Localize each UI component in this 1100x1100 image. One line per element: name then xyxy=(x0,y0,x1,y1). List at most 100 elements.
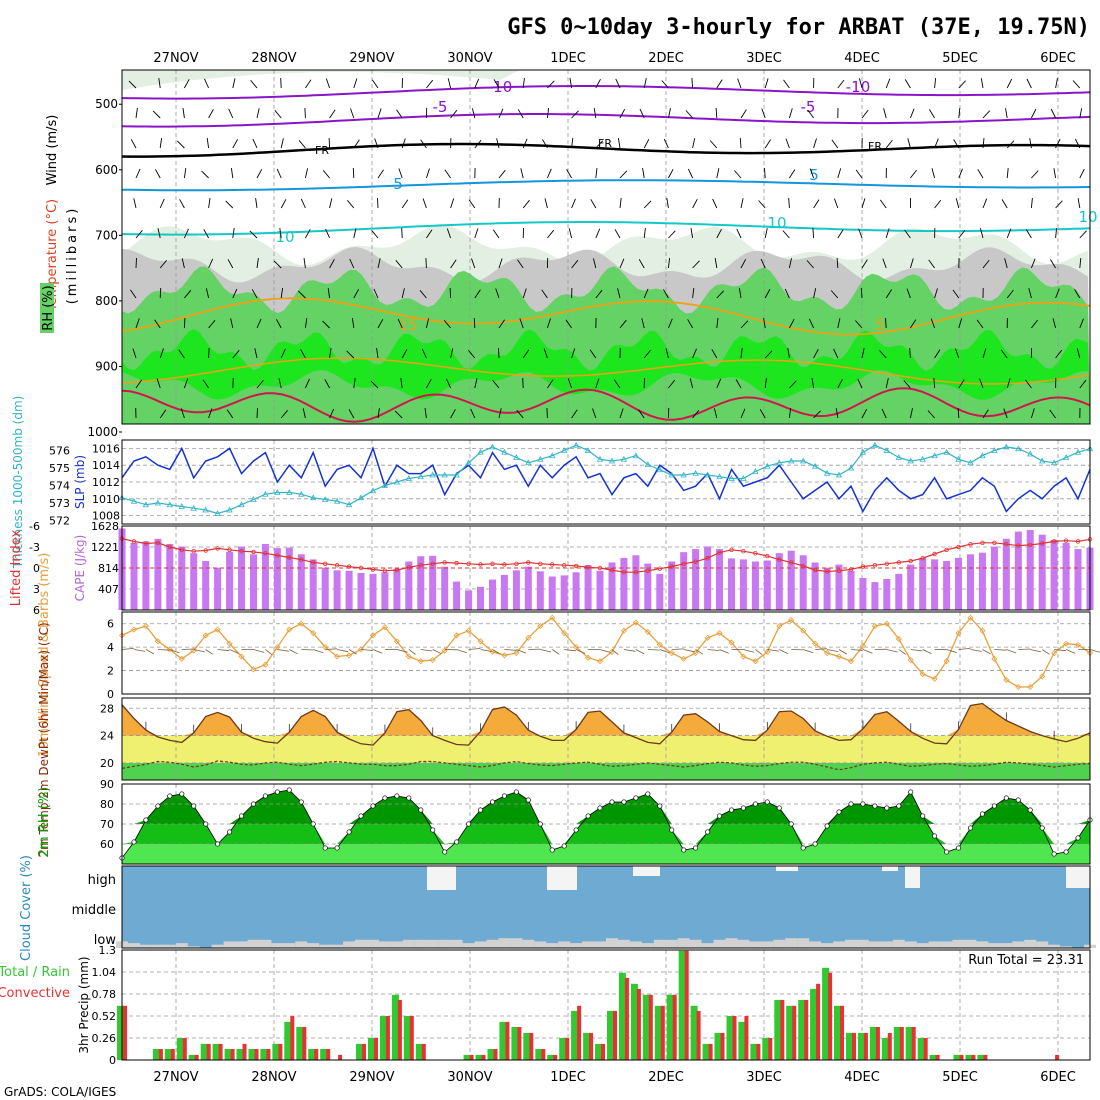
wind-barb xyxy=(953,139,960,149)
cape-bar xyxy=(489,579,496,610)
wind-barb xyxy=(910,319,917,329)
wind-barb xyxy=(432,649,442,655)
wind-speed-marker xyxy=(895,635,902,643)
cloud-low-block xyxy=(450,939,463,948)
wind-speed-marker xyxy=(274,644,281,651)
cloud-cover-panel: high middle low Cloud Cover (%) xyxy=(19,855,1096,961)
wind-speed-marker xyxy=(656,641,663,648)
thickness-marker xyxy=(130,497,138,504)
precip-conv-bar xyxy=(421,1043,426,1060)
cloud-low-block xyxy=(1012,941,1025,948)
precip-tick-label: 0.26 xyxy=(92,1032,117,1045)
lifted-marker xyxy=(155,540,161,545)
thickness-tick-label: 576 xyxy=(49,445,70,458)
precip-conv-bar xyxy=(254,1049,259,1060)
rh-marker xyxy=(346,829,352,835)
cloud-low-block xyxy=(438,939,451,948)
cloud-low-block xyxy=(713,939,726,948)
wind-barb xyxy=(946,649,958,653)
precip-total-bar xyxy=(188,1054,196,1060)
wind-barb xyxy=(305,79,312,89)
wind-barb xyxy=(256,407,258,419)
thickness-marker xyxy=(847,464,855,471)
wind-barb xyxy=(1030,258,1036,269)
wind-barb xyxy=(128,80,137,89)
cape-bar xyxy=(787,550,795,610)
lifted-marker xyxy=(299,557,304,562)
wind-barb xyxy=(683,649,695,653)
thickness-marker xyxy=(1027,450,1034,457)
rh-marker xyxy=(633,795,639,801)
wind-barb xyxy=(667,108,671,119)
bottom-date-labels: 27NOV 28NOV 29NOV 30NOV 1DEC 2DEC 3DEC 4DEC 5DEC… xyxy=(153,1070,1075,1085)
wind-barb xyxy=(904,229,911,239)
cloud-level-label: middle xyxy=(72,903,116,918)
wind-barb xyxy=(976,319,984,329)
lifted-index-line xyxy=(121,538,1091,573)
thickness-marker xyxy=(369,487,377,494)
precip-conv-bar xyxy=(385,1016,390,1060)
cloud-low-block xyxy=(845,939,857,948)
wind-speed-marker xyxy=(680,655,687,662)
wind-barb xyxy=(665,348,669,359)
wind-barb xyxy=(619,108,626,119)
panel-frame xyxy=(121,865,1091,949)
wind-barb xyxy=(498,169,506,179)
rh-marker xyxy=(513,789,519,795)
precip-total-bar xyxy=(356,1043,363,1060)
rh-marker xyxy=(788,821,794,827)
precip-ylabel-left: Total / Rain xyxy=(0,965,70,980)
wind-barb xyxy=(934,78,937,89)
wind-barb xyxy=(1052,318,1057,329)
wind-barb xyxy=(205,649,214,655)
wind-barb xyxy=(783,79,790,89)
wind-barb xyxy=(208,258,214,269)
wind-barb xyxy=(671,648,684,650)
precip-total-bar xyxy=(834,1005,841,1060)
wind-barb xyxy=(302,408,306,419)
wind-barb xyxy=(764,167,766,179)
lifted-marker xyxy=(287,555,292,560)
thickness-marker xyxy=(465,459,472,466)
lifted-marker xyxy=(1027,542,1033,548)
wind-barb xyxy=(183,317,186,329)
date-label-top: 27NOV xyxy=(153,51,198,66)
thickness-marker xyxy=(931,452,938,459)
wind-barb xyxy=(229,649,239,654)
precip-total-bar xyxy=(750,1043,758,1060)
wind-barb xyxy=(159,138,163,149)
cloud-low-block xyxy=(1048,944,1061,948)
cape-bar xyxy=(190,553,198,610)
cape-tick-label: 1221 xyxy=(91,541,119,554)
thickness-marker xyxy=(1062,454,1070,460)
wind-barb xyxy=(540,649,552,653)
wind-barb xyxy=(982,649,991,655)
wind-speed-marker xyxy=(202,632,209,639)
precip-conv-bar xyxy=(529,1032,534,1060)
wind-barb xyxy=(1065,649,1076,654)
precip-total-bar xyxy=(164,1049,172,1060)
cape-bar xyxy=(250,554,257,610)
wind-speed-marker xyxy=(883,620,890,627)
thickness-marker xyxy=(859,448,867,455)
thickness-marker xyxy=(979,452,986,459)
cloud-high-gap xyxy=(882,866,898,871)
precip-total-bar xyxy=(379,1016,387,1060)
cloud-low-block xyxy=(175,943,188,948)
thickness-marker xyxy=(477,448,484,455)
wind-speed-marker xyxy=(298,620,305,627)
wind-barb xyxy=(1055,288,1060,299)
wind-speed-marker xyxy=(632,619,639,626)
wind-barb xyxy=(957,407,960,419)
thickness-marker xyxy=(345,501,353,508)
wind-barb xyxy=(496,138,500,149)
slp-line xyxy=(121,446,1091,514)
contour-label: -5 xyxy=(801,98,816,116)
wind-barb xyxy=(551,649,560,655)
wind-barb xyxy=(714,258,718,269)
wind-speed-marker xyxy=(549,614,556,621)
temp-contour-15 xyxy=(121,297,1091,336)
wind-barb xyxy=(301,649,314,651)
wind-barb xyxy=(764,378,767,389)
